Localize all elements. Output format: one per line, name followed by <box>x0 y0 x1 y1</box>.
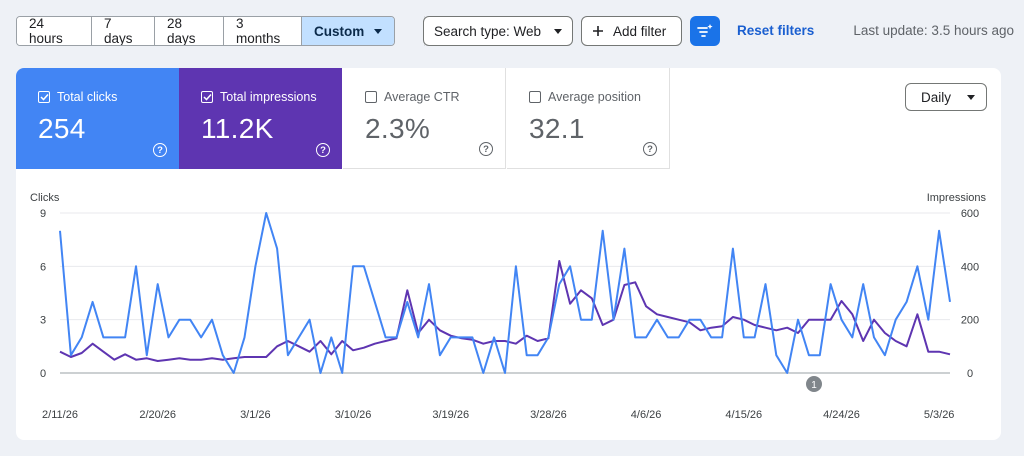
right-axis-title: Impressions <box>927 192 987 204</box>
search-type-label: Search type: Web <box>434 23 542 39</box>
metric-value: 32.1 <box>529 113 585 144</box>
help-circle-icon[interactable]: ? <box>153 143 167 157</box>
metric-label: Total impressions <box>220 90 317 104</box>
metric-average-position[interactable]: Average position 32.1 ? <box>507 68 670 169</box>
metric-label: Total clicks <box>57 90 118 104</box>
checkbox-checked-icon[interactable] <box>201 91 213 103</box>
last-update-text: Last update: 3.5 hours ago <box>853 23 1014 38</box>
left-tick-label: 9 <box>40 208 46 220</box>
range-3-months[interactable]: 3 months <box>224 17 302 45</box>
right-tick-label: 600 <box>961 208 979 220</box>
help-circle-icon[interactable]: ? <box>643 142 657 156</box>
performance-card: Total clicks 254 ? Total impressions 11.… <box>16 68 1001 440</box>
x-tick-label: 4/15/26 <box>725 409 762 421</box>
search-type-dropdown[interactable]: Search type: Web <box>423 16 573 46</box>
left-tick-label: 3 <box>40 315 46 327</box>
metric-value: 11.2K <box>201 113 274 144</box>
granularity-dropdown[interactable]: Daily <box>905 83 987 111</box>
checkbox-unchecked-icon[interactable] <box>529 91 541 103</box>
series-line-clicks <box>59 212 951 374</box>
right-tick-label: 0 <box>967 368 973 380</box>
filter-sparkle-button[interactable] <box>690 16 720 46</box>
metric-value: 2.3% <box>365 113 431 144</box>
date-range-selector: 24 hours 7 days 28 days 3 months Custom <box>16 16 395 46</box>
reset-filters-link[interactable]: Reset filters <box>737 23 815 38</box>
x-tick-label: 3/19/26 <box>432 409 469 421</box>
caret-down-icon <box>374 28 383 34</box>
annotation-marker-label: 1 <box>811 380 817 391</box>
x-tick-label: 4/24/26 <box>823 409 860 421</box>
performance-chart: Clicks Impressions 0 0 3 200 6 400 9 600 2/11/2… <box>30 192 987 421</box>
chart-grid: 0 0 3 200 6 400 9 600 <box>40 208 979 380</box>
toolbar: 24 hours 7 days 28 days 3 months Custom … <box>16 16 1016 46</box>
add-filter-label: Add filter <box>613 23 667 39</box>
range-custom[interactable]: Custom <box>302 17 394 45</box>
metric-label: Average position <box>548 90 641 104</box>
checkbox-unchecked-icon[interactable] <box>365 91 377 103</box>
x-tick-label: 3/28/26 <box>530 409 567 421</box>
help-circle-icon[interactable]: ? <box>316 143 330 157</box>
x-tick-label: 3/1/26 <box>240 409 271 421</box>
add-filter-button[interactable]: Add filter <box>581 16 682 46</box>
metric-label: Average CTR <box>384 90 460 104</box>
x-tick-label: 3/10/26 <box>335 409 372 421</box>
metric-total-impressions[interactable]: Total impressions 11.2K ? <box>179 68 342 169</box>
range-7-days[interactable]: 7 days <box>92 17 155 45</box>
x-axis-ticks: 2/11/26 2/20/26 3/1/26 3/10/26 3/19/26 3/28/2… <box>42 409 954 421</box>
right-tick-label: 400 <box>961 261 979 273</box>
series-line-impressions <box>59 260 951 362</box>
checkbox-checked-icon[interactable] <box>38 91 50 103</box>
left-axis-title: Clicks <box>30 192 60 204</box>
range-24-hours[interactable]: 24 hours <box>17 17 92 45</box>
metric-average-ctr[interactable]: Average CTR 2.3% ? <box>343 68 506 169</box>
annotation-marker[interactable]: 1 <box>806 376 822 392</box>
caret-down-icon <box>554 28 562 34</box>
range-custom-label: Custom <box>314 23 365 39</box>
left-tick-label: 0 <box>40 368 46 380</box>
metric-total-clicks[interactable]: Total clicks 254 ? <box>16 68 179 169</box>
left-tick-label: 6 <box>40 261 46 273</box>
x-tick-label: 4/6/26 <box>631 409 662 421</box>
x-tick-label: 2/20/26 <box>139 409 176 421</box>
help-circle-icon[interactable]: ? <box>479 142 493 156</box>
caret-down-icon <box>967 94 976 100</box>
x-tick-label: 2/11/26 <box>42 409 78 421</box>
metric-value: 254 <box>38 113 86 144</box>
range-28-days[interactable]: 28 days <box>155 17 224 45</box>
plus-icon <box>593 26 603 36</box>
right-tick-label: 200 <box>961 315 979 327</box>
granularity-label: Daily <box>921 89 952 105</box>
x-tick-label: 5/3/26 <box>924 409 955 421</box>
filter-sparkle-icon <box>697 24 713 37</box>
